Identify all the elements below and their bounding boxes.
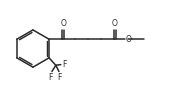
Text: F: F: [49, 73, 53, 82]
Text: O: O: [112, 19, 118, 28]
Text: O: O: [60, 19, 66, 28]
Text: O: O: [125, 35, 131, 44]
Text: F: F: [62, 60, 66, 69]
Text: F: F: [58, 73, 62, 82]
